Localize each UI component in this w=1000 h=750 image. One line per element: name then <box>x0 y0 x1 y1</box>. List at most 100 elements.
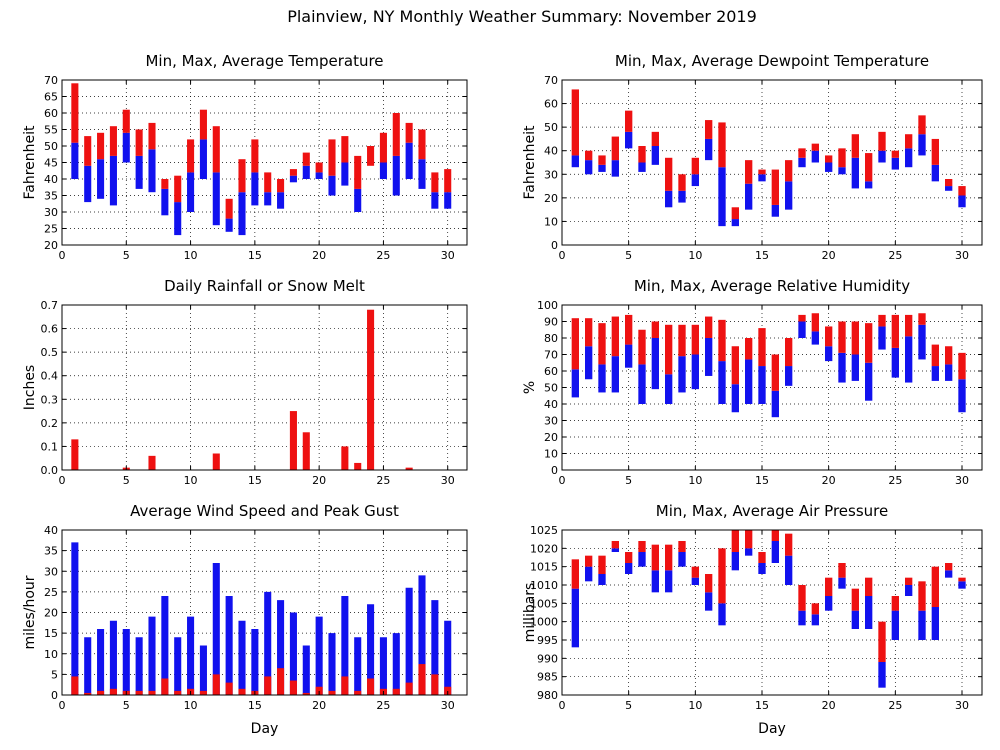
y-tick-label: 25 <box>44 586 58 599</box>
bar-min-avg-rh <box>878 326 886 350</box>
bar-gust <box>277 600 285 695</box>
bar-avg-max-rh <box>945 346 953 365</box>
bar-avg-max-rh <box>651 321 659 338</box>
bar-avg-max-temp <box>122 109 130 133</box>
bar-rain <box>148 455 156 470</box>
bar-avg-max-rh <box>811 313 819 332</box>
panel-pres: Min, Max, Average Air Pressure 980 985 990 9… <box>522 502 983 737</box>
bar-avg-max-dew <box>958 186 966 196</box>
bar-avg-wind <box>444 686 452 695</box>
y-tick-label: 0 <box>551 464 558 477</box>
panel-title-rh: Min, Max, Average Relative Humidity <box>634 277 910 295</box>
bar-min-avg-rh <box>585 346 593 380</box>
bar-min-avg-dew <box>878 150 886 163</box>
bar-avg-max-pres <box>571 559 579 589</box>
bar-avg-max-rh <box>731 346 739 385</box>
bar-min-avg-pres <box>611 548 619 552</box>
bar-min-avg-temp <box>135 155 143 189</box>
bar-min-avg-temp <box>289 175 297 183</box>
x-tick-label: 20 <box>312 249 326 262</box>
y-tick-label: 0.7 <box>41 299 59 312</box>
bar-gust <box>392 633 400 695</box>
bar-min-avg-pres <box>958 581 966 589</box>
bar-avg-max-rh <box>878 314 886 327</box>
bar-avg-wind <box>109 688 117 695</box>
y-tick-label: 60 <box>544 98 558 111</box>
bar-avg-wind <box>289 680 297 695</box>
bar-avg-max-pres <box>598 555 606 574</box>
y-tick-label: 70 <box>544 349 558 362</box>
bar-avg-max-dew <box>745 160 753 184</box>
bar-gust <box>238 620 246 695</box>
x-tick-label: 5 <box>625 474 632 487</box>
bar-min-avg-temp <box>431 192 439 209</box>
bar-gust <box>289 612 297 695</box>
bar-min-avg-temp <box>238 192 246 236</box>
bar-gust <box>161 596 169 695</box>
bar-min-avg-dew <box>891 157 899 170</box>
bar-avg-max-pres <box>838 563 846 578</box>
bar-min-avg-rh <box>918 324 926 360</box>
bar-avg-max-pres <box>691 566 699 578</box>
bar-gust <box>71 542 79 695</box>
bar-min-avg-pres <box>891 610 899 640</box>
y-tick-label: 990 <box>537 652 558 665</box>
x-tick-label: 5 <box>123 699 130 712</box>
y-axis-label-dew: Fahrenheit <box>522 125 538 200</box>
bar-min-avg-pres <box>785 555 793 585</box>
bar-avg-max-pres <box>678 541 686 552</box>
bar-min-avg-rh <box>731 384 739 413</box>
bar-avg-max-rh <box>691 324 699 355</box>
bar-min-avg-pres <box>705 592 713 611</box>
bar-min-avg-pres <box>731 552 739 571</box>
bar-min-avg-pres <box>931 607 939 640</box>
x-tick-label: 10 <box>184 699 198 712</box>
x-tick-label: 30 <box>441 249 455 262</box>
bar-gust <box>431 600 439 695</box>
bar-min-avg-dew <box>958 195 966 208</box>
bar-gust <box>251 629 259 695</box>
bar-min-avg-temp <box>315 172 323 179</box>
bar-min-avg-rh <box>851 354 859 381</box>
bar-avg-max-rh <box>678 324 686 357</box>
x-tick-label: 10 <box>688 474 702 487</box>
bar-avg-max-rh <box>705 316 713 338</box>
bar-min-avg-temp <box>199 139 207 179</box>
bar-avg-max-rh <box>905 314 913 337</box>
y-tick-label: 55 <box>44 124 58 137</box>
panel-rh: Min, Max, Average Relative Humidity01020… <box>522 277 983 487</box>
figure-title: Plainview, NY Monthly Weather Summary: N… <box>287 7 757 26</box>
bar-avg-max-dew <box>705 120 713 139</box>
x-axis-label-pres: Day <box>758 721 786 737</box>
bar-min-avg-rh <box>931 366 939 381</box>
y-tick-label: 0.0 <box>41 464 59 477</box>
bar-avg-max-pres <box>905 577 913 585</box>
bar-avg-wind <box>238 688 246 695</box>
bar-avg-max-dew <box>771 169 779 205</box>
panel-title-pres: Min, Max, Average Air Pressure <box>656 502 888 520</box>
bar-avg-max-temp <box>97 132 105 160</box>
bar-min-avg-dew <box>665 190 673 208</box>
bar-min-avg-pres <box>758 563 766 574</box>
bar-avg-max-dew <box>825 155 833 163</box>
bar-avg-wind <box>302 692 310 695</box>
bar-gust <box>264 591 272 695</box>
bar-min-avg-dew <box>945 186 953 191</box>
bar-gust <box>315 616 323 695</box>
bar-min-avg-pres <box>811 614 819 626</box>
bar-min-avg-dew <box>625 131 633 149</box>
bar-min-avg-pres <box>945 570 953 578</box>
x-tick-label: 0 <box>59 249 66 262</box>
bar-avg-max-rh <box>851 321 859 355</box>
bar-min-avg-temp <box>71 142 79 179</box>
bar-avg-max-temp <box>379 132 387 163</box>
bar-avg-max-dew <box>585 150 593 161</box>
bar-min-avg-dew <box>798 157 806 168</box>
bar-gust <box>418 575 426 695</box>
bar-avg-max-pres <box>771 530 779 541</box>
bar-avg-max-rh <box>571 318 579 370</box>
bar-avg-wind <box>315 686 323 695</box>
bar-min-avg-pres <box>691 577 699 585</box>
bar-min-avg-pres <box>905 585 913 596</box>
bar-avg-max-pres <box>745 530 753 549</box>
